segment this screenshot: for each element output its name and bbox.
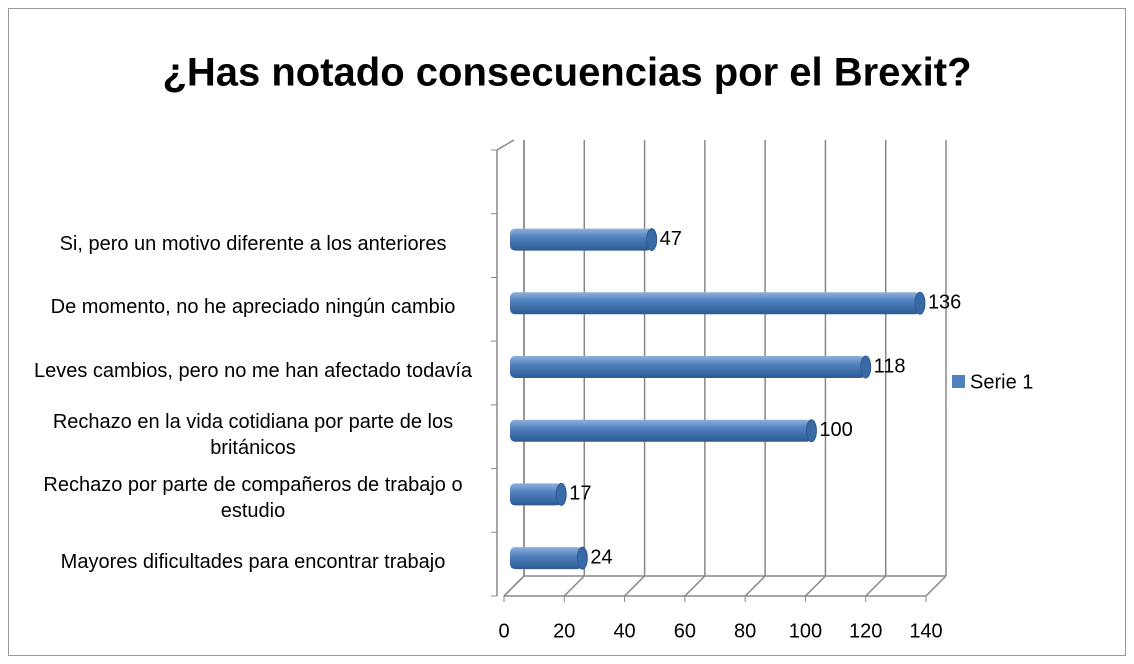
grid-floor-line	[503, 575, 525, 597]
x-tick-label: 40	[613, 620, 635, 642]
x-tick-label: 80	[734, 620, 756, 642]
y-tick-label: Si, pero un motivo diferente a los anter…	[59, 232, 447, 255]
value-label: 47	[660, 228, 682, 250]
y-tick-label: Mayores dificultades para encontrar trab…	[60, 551, 446, 574]
bar	[510, 547, 583, 570]
y-tick-label: De momento, no he apreciado ningún cambi…	[50, 296, 456, 319]
value-label: 118	[874, 355, 906, 377]
bar	[510, 419, 812, 442]
grid-floor-line	[744, 575, 766, 597]
bar-cap	[576, 546, 588, 570]
bar-cap	[555, 482, 567, 506]
value-label: 136	[928, 292, 961, 314]
x-tick-label: 100	[789, 620, 822, 642]
bar-cap	[646, 228, 658, 252]
y-tick-label: Rechazo por parte de compañeros de traba…	[43, 474, 463, 523]
value-label: 17	[569, 483, 591, 505]
y-tick-label: Leves cambios, pero no me han afectado t…	[33, 360, 473, 382]
x-tick-label: 140	[909, 620, 942, 642]
bar	[510, 292, 920, 315]
y-tick-label: Rechazo en la vida cotidiana por parte d…	[52, 410, 454, 459]
grid-floor-line	[624, 575, 646, 597]
grid-floor-line	[865, 575, 887, 597]
bar	[510, 356, 866, 378]
value-label: 100	[819, 419, 852, 441]
value-label: 24	[590, 546, 612, 568]
legend-swatch	[952, 375, 965, 388]
grid-floor-line	[563, 575, 585, 597]
y-axis-top	[496, 139, 515, 151]
bar	[510, 483, 562, 506]
bar-cap	[860, 355, 872, 379]
x-tick-label: 120	[849, 620, 882, 642]
legend-label: Serie 1	[970, 371, 1033, 393]
bar-cap	[805, 419, 817, 443]
x-tick-label: 20	[553, 620, 575, 642]
grid-floor-line	[684, 575, 706, 597]
x-tick-label: 0	[498, 620, 509, 642]
bar-cap	[914, 291, 926, 315]
grid-floor-line	[925, 575, 947, 597]
x-tick-label: 60	[674, 620, 696, 642]
grid-floor-line	[804, 575, 826, 597]
chart-title: ¿Has notado consecuencias por el Brexit?	[162, 51, 971, 95]
bar	[510, 228, 652, 251]
